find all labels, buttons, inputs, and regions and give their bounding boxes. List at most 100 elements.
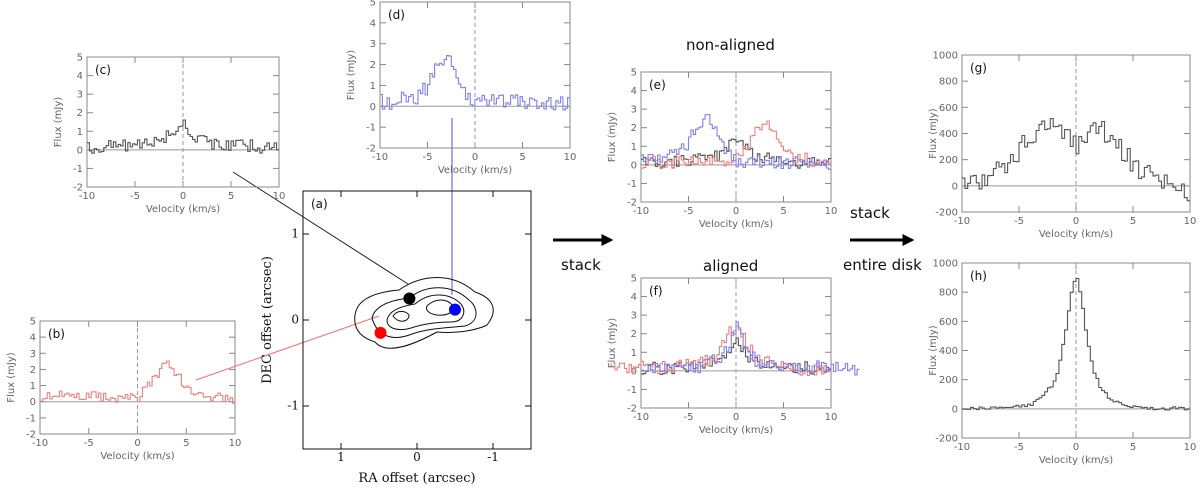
x-tick-label: 10 <box>564 152 577 163</box>
y-tick-label: 600 <box>939 103 958 114</box>
y-tick-label: 0 <box>370 102 376 113</box>
y-tick-label: 800 <box>939 77 958 88</box>
y-tick-label: -2 <box>366 144 376 155</box>
y-axis-label: Flux (mJy) <box>607 318 618 368</box>
y-tick-label: -1 <box>287 399 299 413</box>
x-tick-label: 10 <box>229 438 242 449</box>
x-tick-label: 5 <box>780 206 786 217</box>
y-tick-label: 0 <box>30 397 36 408</box>
x-tick-label: -10 <box>79 191 95 202</box>
x-tick-label: -5 <box>130 191 140 202</box>
y-tick-label: 3 <box>30 349 36 360</box>
x-tick-label: 10 <box>825 412 838 423</box>
x-tick-label: -10 <box>32 438 48 449</box>
y-tick-label: 3 <box>370 39 376 50</box>
y-tick-label: 2 <box>30 365 36 376</box>
contour-4 <box>426 299 454 316</box>
y-tick-label: 200 <box>939 155 958 166</box>
entire-disk-label: entire disk <box>843 256 922 274</box>
stack-label-1: stack <box>561 256 601 274</box>
x-tick-label: 0 <box>1073 216 1079 227</box>
contour-5 <box>392 310 410 322</box>
panel-label: (h) <box>970 269 987 283</box>
x-tick-label: 10 <box>1184 216 1197 227</box>
x-tick-label: 10 <box>1184 442 1197 453</box>
x-tick-label: 5 <box>228 191 234 202</box>
y-tick-label: 1 <box>77 127 83 138</box>
panel-a-frame <box>302 190 532 450</box>
y-tick-label: 400 <box>939 129 958 140</box>
y-tick-label: 5 <box>77 53 83 64</box>
contour-2 <box>371 287 477 338</box>
x-tick-label: -1 <box>487 450 499 464</box>
y-axis-label: Flux (mJy) <box>928 108 939 158</box>
title-non-aligned: non-aligned <box>686 36 775 54</box>
y-tick-label: 5 <box>631 68 637 79</box>
x-tick-label: -10 <box>633 206 649 217</box>
x-axis-label: Velocity (km/s) <box>438 165 512 176</box>
y-tick-label: 2 <box>631 329 637 340</box>
y-tick-label: 5 <box>370 0 376 9</box>
y-tick-label: 0 <box>952 181 958 192</box>
panel-label: (c) <box>95 63 111 77</box>
contour-1 <box>354 277 494 349</box>
contour-3 <box>386 294 465 331</box>
y-tick-label: 4 <box>77 71 83 82</box>
x-tick-label: -10 <box>954 442 970 453</box>
connector-black <box>232 171 409 285</box>
x-tick-label: -10 <box>372 152 388 163</box>
y-tick-label: 5 <box>30 317 36 328</box>
y-axis-label: Flux (mJy) <box>928 325 939 375</box>
map-point-blue <box>449 303 461 316</box>
panel-label: (d) <box>388 8 405 22</box>
y-tick-label: 1000 <box>933 259 958 270</box>
x-axis-label: Velocity (km/s) <box>1039 229 1113 240</box>
map-point-red <box>374 326 387 339</box>
x-axis-label: Velocity (km/s) <box>699 219 773 230</box>
y-tick-label: -1 <box>627 385 637 396</box>
x-tick-label: 0 <box>472 152 478 163</box>
series-blue <box>641 321 860 376</box>
y-tick-label: 1 <box>631 142 637 153</box>
x-axis-label: Velocity (km/s) <box>1039 455 1113 466</box>
x-tick-label: 0 <box>413 450 421 464</box>
x-tick-label: 0 <box>134 438 140 449</box>
y-tick-label: 0 <box>631 160 637 171</box>
y-tick-label: 0 <box>952 404 958 415</box>
y-tick-label: 1 <box>30 381 36 392</box>
x-tick-label: 0 <box>180 191 186 202</box>
x-tick-label: -5 <box>684 206 694 217</box>
x-tick-label: -5 <box>84 438 94 449</box>
series-stacked-aligned <box>962 277 1190 411</box>
y-tick-label: -1 <box>26 413 36 424</box>
y-tick-label: 3 <box>631 105 637 116</box>
y-tick-label: -200 <box>935 208 958 219</box>
x-tick-label: 5 <box>780 412 786 423</box>
y-tick-label: 4 <box>30 333 36 344</box>
x-tick-label: 0 <box>733 206 739 217</box>
y-tick-label: -2 <box>627 404 637 415</box>
y-tick-label: 5 <box>631 274 637 285</box>
y-axis-label: Flux (mJy) <box>607 112 618 162</box>
series-black-position <box>87 119 279 154</box>
y-tick-label: -2 <box>26 430 36 441</box>
x-tick-label: 1 <box>337 450 345 464</box>
y-tick-label: 0 <box>77 145 83 156</box>
y-tick-label: -2 <box>627 198 637 209</box>
x-tick-label: 5 <box>519 152 525 163</box>
y-tick-label: 2 <box>370 60 376 71</box>
title-aligned: aligned <box>703 257 758 275</box>
y-axis-label: Flux (mJy) <box>6 352 17 402</box>
y-tick-label: 200 <box>939 375 958 386</box>
y-tick-label: -1 <box>627 179 637 190</box>
x-axis-label: Velocity (km/s) <box>146 204 220 215</box>
series-red-position <box>40 360 235 404</box>
y-tick-label: 800 <box>939 288 958 299</box>
x-axis-label: Velocity (km/s) <box>100 451 174 462</box>
y-axis-label: Flux (mJy) <box>53 97 64 147</box>
